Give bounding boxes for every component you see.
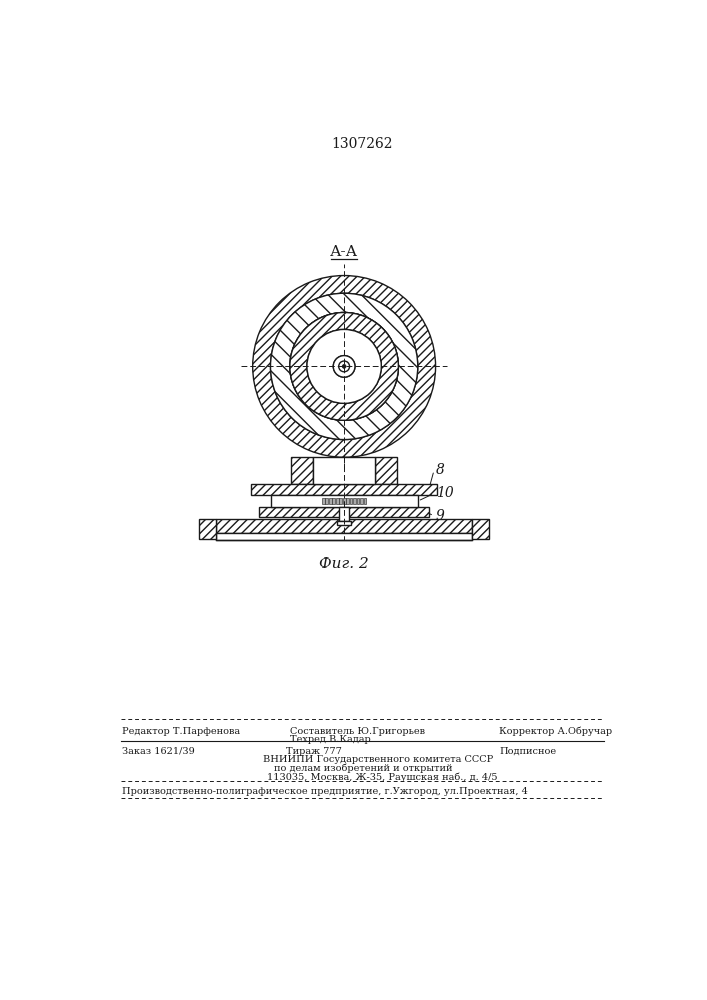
Polygon shape <box>251 484 437 495</box>
Bar <box>322 498 325 504</box>
Text: Составитель Ю.Григорьев: Составитель Ю.Григорьев <box>290 727 425 736</box>
Bar <box>339 498 342 504</box>
Polygon shape <box>199 519 216 539</box>
Text: 10: 10 <box>436 486 453 500</box>
Text: Производственно-полиграфическое предприятие, г.Ужгород, ул.Проектная, 4: Производственно-полиграфическое предприя… <box>122 787 528 796</box>
Bar <box>329 498 332 504</box>
Bar <box>336 498 339 504</box>
Bar <box>325 498 328 504</box>
Text: Подписное: Подписное <box>499 747 556 756</box>
Polygon shape <box>291 457 313 484</box>
Circle shape <box>307 329 381 403</box>
Text: Фиг. 2: Фиг. 2 <box>320 557 369 571</box>
Circle shape <box>342 364 346 368</box>
Text: Корректор А.Обручар: Корректор А.Обручар <box>499 727 612 736</box>
Circle shape <box>290 312 398 420</box>
Bar <box>346 498 349 504</box>
Bar <box>363 498 366 504</box>
Wedge shape <box>290 312 398 420</box>
Bar <box>350 498 353 504</box>
Bar <box>313 457 375 484</box>
Text: 8: 8 <box>436 463 445 477</box>
Polygon shape <box>375 457 397 484</box>
Polygon shape <box>259 507 429 517</box>
Polygon shape <box>216 519 472 533</box>
Circle shape <box>339 361 349 372</box>
Bar <box>360 498 363 504</box>
Wedge shape <box>271 293 418 440</box>
Circle shape <box>333 356 355 377</box>
Bar <box>354 498 356 504</box>
Text: 1307262: 1307262 <box>331 137 392 151</box>
Bar <box>339 507 349 521</box>
Text: 9: 9 <box>436 509 445 523</box>
Text: А-А: А-А <box>330 245 358 259</box>
Bar <box>337 521 351 525</box>
Wedge shape <box>333 356 355 377</box>
Bar <box>271 495 418 507</box>
Bar <box>343 498 346 504</box>
Bar <box>216 533 472 540</box>
Text: 113035, Москва, Ж-35, Раушская наб., д. 4/5: 113035, Москва, Ж-35, Раушская наб., д. … <box>267 772 497 782</box>
Wedge shape <box>252 276 436 457</box>
Text: Техред В.Кадар: Техред В.Кадар <box>290 735 370 744</box>
Text: Редактор Т.Парфенова: Редактор Т.Парфенова <box>122 727 240 736</box>
Text: ВНИИПИ Государственного комитета СССР: ВНИИПИ Государственного комитета СССР <box>263 755 493 764</box>
Polygon shape <box>472 519 489 539</box>
Bar <box>332 498 335 504</box>
Text: Тираж 777: Тираж 777 <box>286 747 342 756</box>
Text: Заказ 1621/39: Заказ 1621/39 <box>122 747 195 756</box>
Text: по делам изобретений и открытий: по делам изобретений и открытий <box>274 764 453 773</box>
Bar <box>356 498 359 504</box>
